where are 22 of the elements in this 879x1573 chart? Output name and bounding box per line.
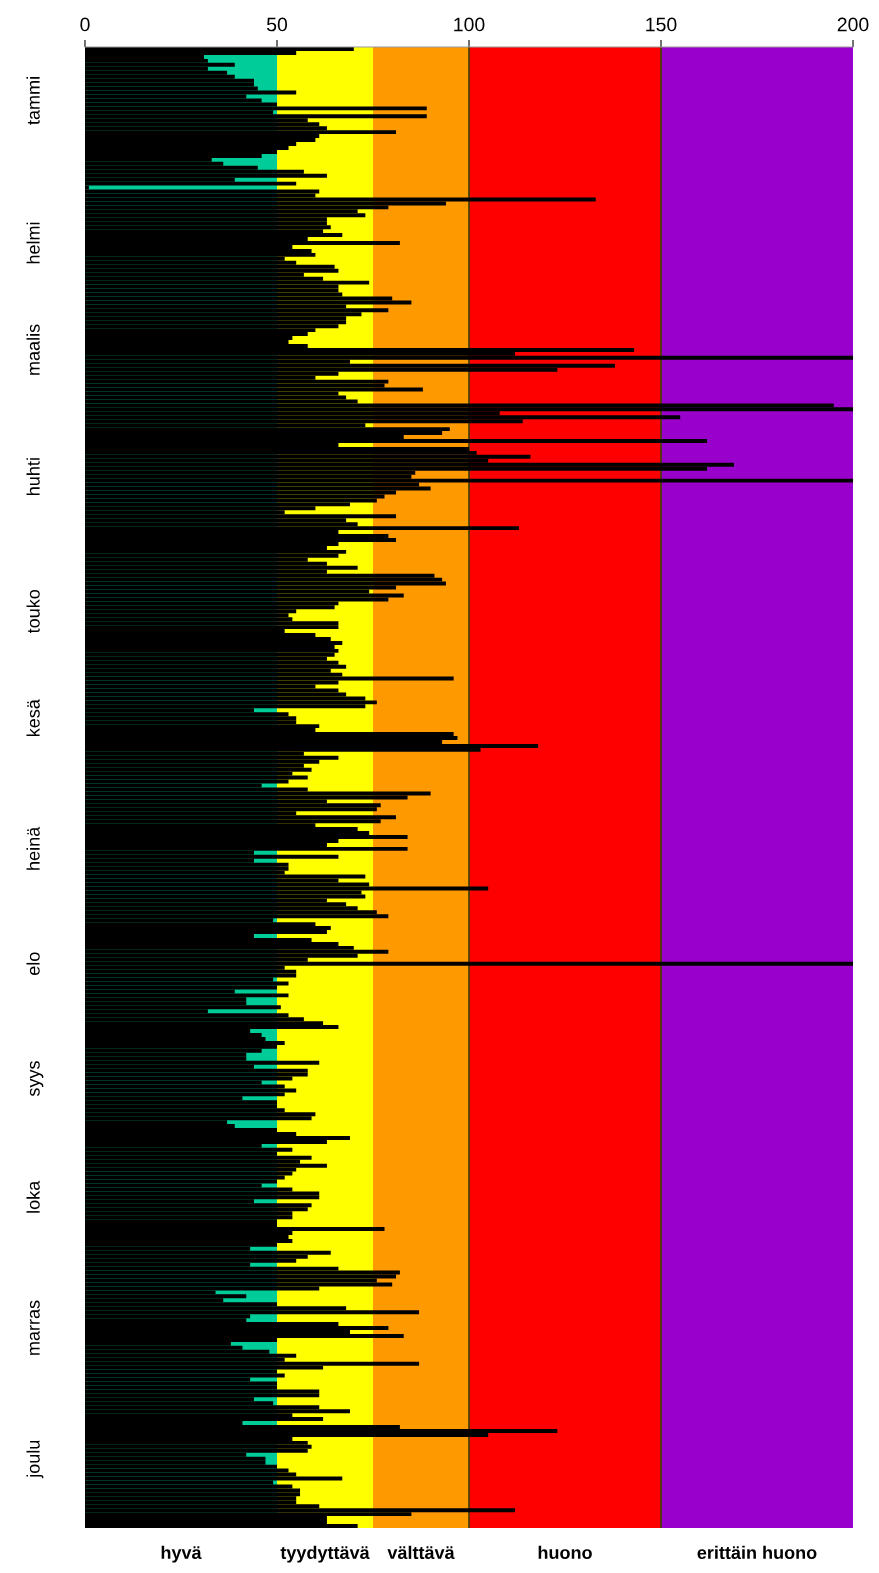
band-label: välttävä: [387, 1545, 455, 1560]
y-tick-label: kesä: [26, 699, 40, 737]
y-tick-label: maalis: [26, 324, 40, 375]
x-tick-label: 200: [837, 17, 869, 32]
y-tick-label: helmi: [26, 222, 40, 264]
band-label: tyydyttävä: [280, 1545, 370, 1563]
band-label: hyvä: [161, 1545, 202, 1563]
y-tick-label: heinä: [26, 826, 40, 870]
y-tick-label: marras: [29, 1300, 40, 1355]
band-label: erittäin huono: [697, 1545, 817, 1560]
x-tick-label: 100: [454, 17, 485, 32]
band-label: huono: [538, 1545, 592, 1560]
y-tick-label: syys: [29, 1061, 44, 1097]
y-tick-label: touko: [26, 589, 40, 634]
x-tick-label: 150: [646, 17, 677, 32]
y-tick-label: huhti: [26, 458, 40, 495]
y-tick-label: tammi: [26, 77, 40, 125]
x-tick-label: 50: [266, 17, 288, 32]
y-tick-label: elo: [26, 952, 40, 975]
x-tick-label: 0: [80, 17, 90, 32]
y-tick-label: loka: [26, 1180, 40, 1213]
y-tick-label: joulu: [26, 1440, 44, 1479]
